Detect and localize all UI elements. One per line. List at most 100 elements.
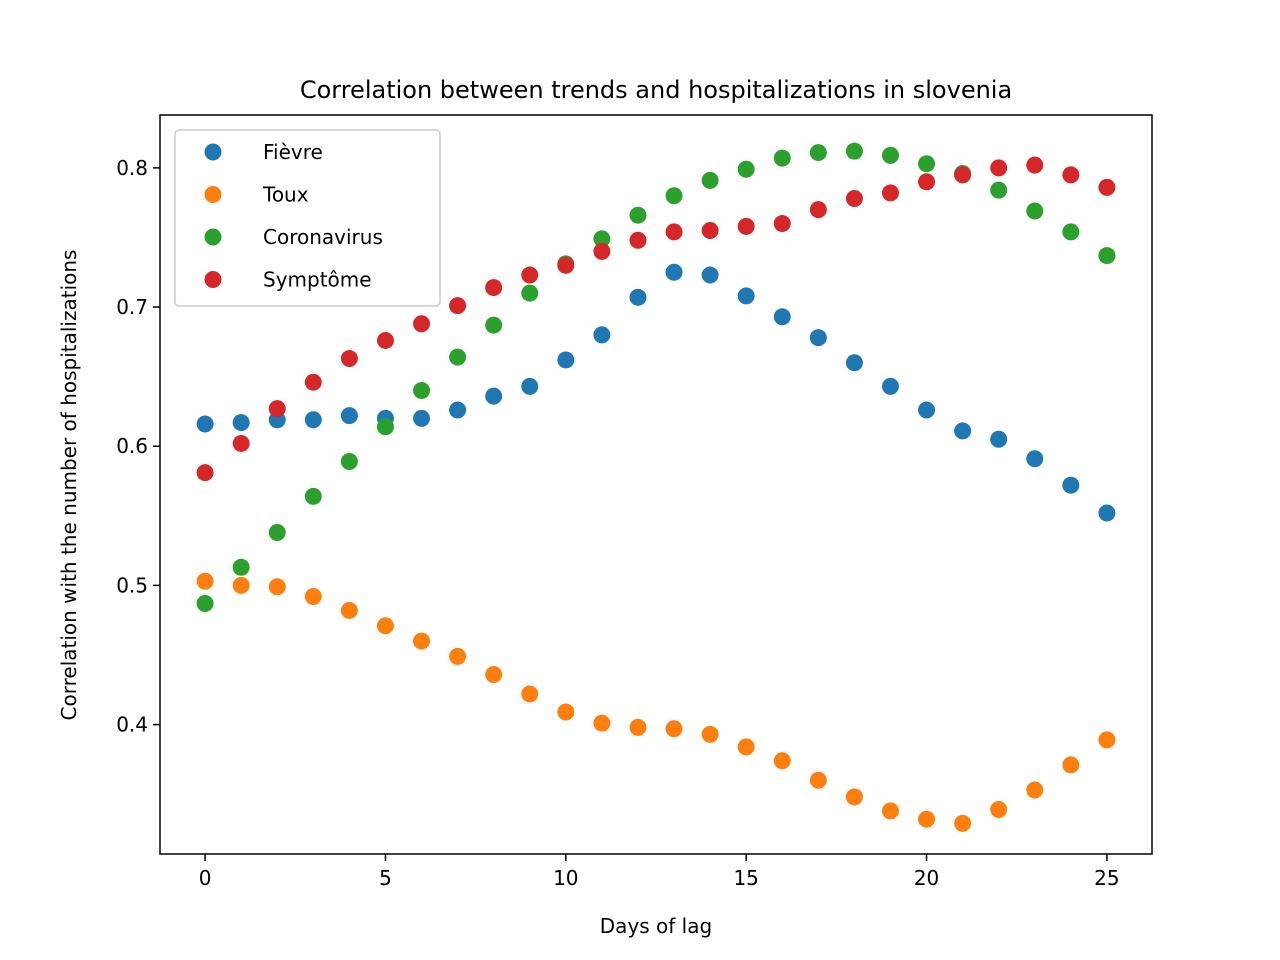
- data-point: [809, 771, 827, 789]
- data-point: [1098, 247, 1116, 265]
- x-tick-label: 5: [379, 866, 392, 890]
- data-point: [954, 166, 972, 184]
- x-tick-label: 25: [1094, 866, 1119, 890]
- data-point: [665, 263, 683, 281]
- legend-label: Symptôme: [263, 268, 372, 292]
- data-point: [701, 266, 719, 284]
- data-point: [665, 223, 683, 241]
- data-point: [701, 171, 719, 189]
- data-point: [413, 409, 431, 427]
- data-point: [557, 256, 575, 274]
- x-tick-label: 15: [733, 866, 758, 890]
- data-point: [593, 230, 611, 248]
- data-point: [449, 401, 467, 419]
- legend-marker: [204, 228, 222, 246]
- data-point: [593, 326, 611, 344]
- data-point: [773, 149, 791, 167]
- data-point: [521, 284, 539, 302]
- data-point: [918, 810, 936, 828]
- data-points: [196, 142, 1116, 832]
- data-point: [340, 453, 358, 471]
- data-point: [449, 647, 467, 665]
- data-point: [196, 594, 214, 612]
- x-tick-label: 10: [553, 866, 578, 890]
- data-point: [593, 714, 611, 732]
- data-point: [629, 718, 647, 736]
- data-point: [268, 400, 286, 418]
- legend-label: Toux: [262, 183, 309, 207]
- y-axis-title: Correlation with the number of hospitali…: [57, 250, 81, 721]
- legend-label: Coronavirus: [263, 225, 383, 249]
- data-point: [773, 308, 791, 326]
- x-axis-title: Days of lag: [600, 914, 712, 938]
- data-point: [629, 288, 647, 306]
- data-point: [1098, 178, 1116, 196]
- chart-title: Correlation between trends and hospitali…: [300, 76, 1012, 104]
- data-point: [521, 377, 539, 395]
- data-point: [268, 578, 286, 596]
- y-axis-ticks: 0.4 0.5 0.6 0.7 0.8: [116, 156, 160, 737]
- data-point: [845, 354, 863, 372]
- data-point: [1098, 731, 1116, 749]
- data-point: [340, 407, 358, 425]
- data-point: [1026, 781, 1044, 799]
- data-point: [845, 142, 863, 160]
- data-point: [485, 665, 503, 683]
- data-point: [1098, 504, 1116, 522]
- data-point: [521, 266, 539, 284]
- data-point: [809, 201, 827, 219]
- data-point: [881, 802, 899, 820]
- data-point: [485, 387, 503, 405]
- data-point: [737, 287, 755, 305]
- data-point: [232, 576, 250, 594]
- data-point: [304, 487, 322, 505]
- legend-marker: [204, 143, 222, 161]
- data-point: [593, 242, 611, 260]
- data-point: [773, 752, 791, 770]
- plot-frame: [159, 114, 1153, 855]
- data-point: [918, 173, 936, 191]
- data-point: [340, 601, 358, 619]
- data-point: [737, 217, 755, 235]
- data-point: [196, 464, 214, 482]
- data-point: [232, 414, 250, 432]
- data-point: [376, 331, 394, 349]
- data-point: [954, 814, 972, 832]
- x-tick-label: 20: [914, 866, 939, 890]
- data-point: [990, 159, 1008, 177]
- data-point: [701, 725, 719, 743]
- y-tick-label: 0.4: [116, 713, 148, 737]
- x-axis-ticks: 0 5 10 15 20 25: [199, 854, 1120, 890]
- data-point: [990, 800, 1008, 818]
- data-point: [413, 632, 431, 650]
- data-point: [990, 430, 1008, 448]
- data-point: [413, 382, 431, 400]
- data-point: [990, 181, 1008, 199]
- data-point: [629, 206, 647, 224]
- y-tick-label: 0.7: [116, 295, 148, 319]
- data-point: [268, 524, 286, 542]
- data-point: [629, 231, 647, 249]
- data-point: [1062, 223, 1080, 241]
- data-point: [340, 350, 358, 368]
- data-point: [304, 588, 322, 606]
- data-point: [485, 279, 503, 297]
- data-point: [737, 160, 755, 178]
- data-point: [881, 184, 899, 202]
- data-point: [773, 215, 791, 233]
- data-point: [557, 703, 575, 721]
- data-point: [737, 738, 755, 756]
- x-tick-label: 0: [199, 866, 212, 890]
- data-point: [196, 415, 214, 433]
- data-point: [521, 685, 539, 703]
- y-tick-label: 0.6: [116, 434, 148, 458]
- data-point: [1062, 756, 1080, 774]
- data-point: [376, 617, 394, 635]
- data-point: [413, 315, 431, 333]
- data-point: [665, 720, 683, 738]
- data-point: [376, 418, 394, 436]
- data-point: [954, 422, 972, 440]
- data-point: [304, 373, 322, 391]
- y-tick-label: 0.5: [116, 573, 148, 597]
